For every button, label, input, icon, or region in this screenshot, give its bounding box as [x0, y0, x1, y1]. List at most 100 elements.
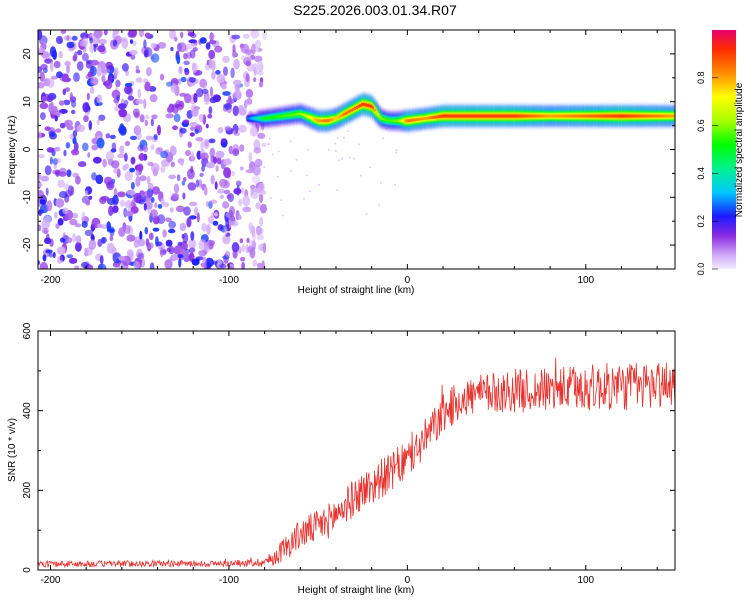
ridge-cell [330, 118, 334, 122]
noise-speckle [191, 151, 194, 162]
noise-speckle [229, 206, 235, 217]
ridge-cell [664, 114, 667, 118]
noise-speckle [208, 138, 216, 144]
noise-speckle [127, 95, 134, 101]
ridge-cell [332, 117, 335, 121]
noise-speckle [255, 202, 261, 210]
noise-speckle [183, 60, 190, 66]
noise-speckle [54, 211, 58, 219]
noise-speckle [153, 134, 158, 140]
noise-speckle [44, 126, 51, 131]
noise-speckle [40, 63, 48, 70]
noise-speckle [187, 141, 192, 148]
noise-speckle [242, 33, 250, 39]
noise-speckle [129, 167, 136, 173]
noise-speckle [223, 189, 231, 195]
noise-speckle [187, 30, 192, 34]
noise-speckle [58, 50, 63, 59]
ridge-cell [494, 114, 498, 118]
noise-speckle [221, 83, 227, 90]
ridge-cell [480, 114, 483, 118]
ridge-cell [291, 113, 294, 116]
noise-speckle [255, 46, 259, 52]
noise-speckle [177, 106, 183, 111]
ridge-cell [648, 114, 651, 118]
noise-speckle [222, 55, 230, 64]
ridge-cell [653, 114, 656, 118]
noise-speckle [180, 76, 187, 83]
noise-speckle [226, 194, 232, 200]
noise-speckle [84, 251, 88, 257]
ridge-cell [630, 114, 633, 118]
noise-speckle [217, 224, 224, 231]
noise-speckle [52, 158, 59, 165]
noise-speckle [232, 148, 240, 157]
noise-speckle [144, 81, 151, 92]
noise-speckle [380, 181, 382, 184]
noise-speckle [149, 94, 158, 103]
noise-speckle [251, 175, 261, 184]
noise-speckle [179, 127, 187, 134]
noise-speckle [76, 50, 83, 56]
noise-speckle [215, 165, 219, 172]
ridge-cell [414, 118, 417, 122]
noise-speckle [91, 172, 97, 181]
noise-speckle [88, 120, 93, 131]
colorbar-tick-label: 0.8 [696, 72, 706, 85]
noise-speckle [254, 55, 263, 63]
ridge-cell [667, 114, 671, 118]
noise-speckle [105, 151, 114, 162]
noise-speckle [307, 148, 310, 151]
noise-speckle [111, 142, 117, 151]
ridge-cell [321, 119, 325, 123]
x-tick-label: -100 [219, 575, 239, 586]
ridge-cell [641, 114, 644, 118]
noise-speckle [38, 154, 45, 159]
ridge-cell [601, 114, 605, 118]
noise-speckle [58, 191, 68, 199]
ridge-cell [250, 117, 253, 120]
ridge-cell [286, 114, 289, 117]
noise-speckle [112, 30, 119, 36]
noise-speckle [342, 136, 345, 139]
noise-speckle [231, 171, 235, 177]
spectrogram-y-axis-label: Frequency (Hz) [7, 116, 18, 185]
noise-speckle [171, 193, 179, 199]
ridge-cell [623, 114, 626, 118]
noise-speckle [168, 245, 175, 255]
noise-speckle [189, 215, 197, 220]
noise-speckle [208, 40, 217, 45]
noise-speckle [182, 119, 190, 124]
ridge-cell [580, 114, 583, 118]
noise-speckle [245, 60, 251, 67]
ridge-cell [584, 114, 587, 118]
noise-speckle [212, 220, 219, 226]
ridge-cell [534, 114, 537, 118]
ridge-cell [619, 114, 623, 118]
noise-speckle [194, 206, 199, 216]
noise-speckle [250, 185, 254, 196]
noise-speckle [187, 168, 195, 180]
noise-speckle [295, 158, 298, 161]
ridge-cell [510, 114, 514, 118]
noise-speckle [117, 103, 127, 110]
noise-speckle [186, 110, 193, 119]
noise-speckle [157, 124, 161, 136]
noise-speckle [256, 234, 264, 241]
noise-speckle [95, 174, 104, 185]
noise-speckle [152, 167, 159, 177]
colorbar: 0.0 0.2 0.4 0.6 0.8 Normalized spectral ampl… [696, 30, 745, 275]
noise-speckle [144, 47, 153, 57]
noise-speckle [105, 133, 111, 139]
snr-y-axis-label: SNR (10 * v/v) [7, 418, 18, 482]
noise-speckle [208, 106, 213, 115]
noise-speckle [222, 91, 231, 96]
noise-speckle [341, 157, 343, 160]
ridge-cell [362, 102, 366, 106]
ridge-cell [271, 116, 275, 119]
noise-speckle [238, 106, 247, 116]
ridge-cell [517, 114, 521, 118]
noise-speckle [89, 37, 94, 44]
ridge-cell [277, 115, 280, 118]
ridge-cell [482, 114, 485, 118]
